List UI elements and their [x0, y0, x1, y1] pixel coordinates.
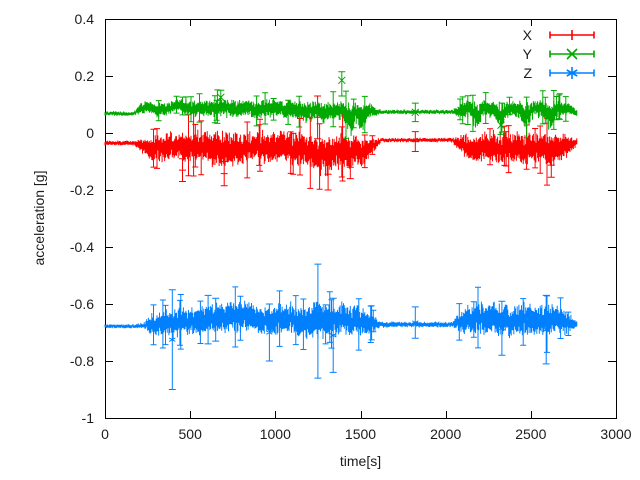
legend-sample-line	[549, 29, 595, 40]
y-tick-label: -0.8	[70, 353, 94, 369]
y-tick-labels: 0.4 0.2 0 -0.2 -0.4 -0.6 -0.8 -1	[70, 11, 94, 426]
x-tick-labels: 0 500 1000 1500 2000 2500 3000	[101, 426, 632, 442]
series-Y	[104, 71, 578, 139]
errorbar-plus-sample-icon	[549, 29, 595, 40]
y-tick-label: -0.4	[70, 239, 94, 255]
x-tick-label: 500	[179, 426, 203, 442]
legend-sample-line	[549, 66, 595, 79]
legend-entry-z: Z	[505, 63, 597, 82]
series-band	[104, 300, 578, 339]
y-tick-label: 0.2	[75, 68, 95, 84]
x-tick-label: 2000	[430, 426, 461, 442]
legend-label-y: Y	[522, 45, 532, 62]
y-tick-label: -0.6	[70, 296, 94, 312]
series-Z	[104, 263, 578, 390]
y-tick-label: -1	[82, 410, 95, 426]
legend: X Y Z	[505, 25, 597, 82]
x-tick-label: 1000	[260, 426, 291, 442]
series-X	[104, 95, 578, 191]
series-errorbars	[150, 95, 555, 191]
series-errorbars	[155, 71, 569, 139]
errorbar-cross-sample-icon	[549, 47, 595, 60]
x-tick-label: 3000	[600, 426, 631, 442]
x-axis-title: time[s]	[339, 453, 382, 469]
x-tick-label: 1500	[345, 426, 376, 442]
legend-label-z: Z	[523, 64, 532, 81]
legend-entry-y: Y	[505, 44, 597, 63]
tick-path	[105, 19, 617, 419]
tick-marks	[105, 19, 617, 419]
legend-entry-x: X	[505, 25, 597, 44]
legend-label-x: X	[522, 26, 532, 43]
legend-sample-line	[549, 47, 595, 60]
errorbar-asterisk-sample-icon	[549, 66, 595, 79]
x-tick-label: 0	[101, 426, 109, 442]
y-tick-label: 0.4	[75, 11, 95, 27]
y-axis-title: acceleration [g]	[31, 170, 47, 266]
x-tick-label: 2500	[515, 426, 546, 442]
series-errorbars	[150, 263, 572, 390]
y-tick-label: 0	[86, 125, 94, 141]
y-tick-label: -0.2	[70, 182, 94, 198]
